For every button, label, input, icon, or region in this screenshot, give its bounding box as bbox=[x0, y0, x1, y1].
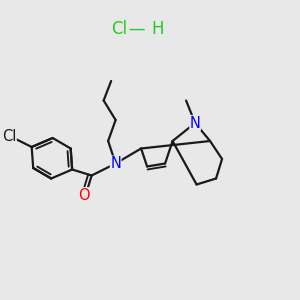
Text: Cl: Cl bbox=[111, 20, 127, 38]
Text: N: N bbox=[190, 116, 200, 130]
Text: —: — bbox=[128, 20, 145, 38]
Text: N: N bbox=[110, 156, 121, 171]
Text: O: O bbox=[78, 188, 90, 202]
Text: H: H bbox=[152, 20, 164, 38]
Text: Cl: Cl bbox=[2, 129, 16, 144]
